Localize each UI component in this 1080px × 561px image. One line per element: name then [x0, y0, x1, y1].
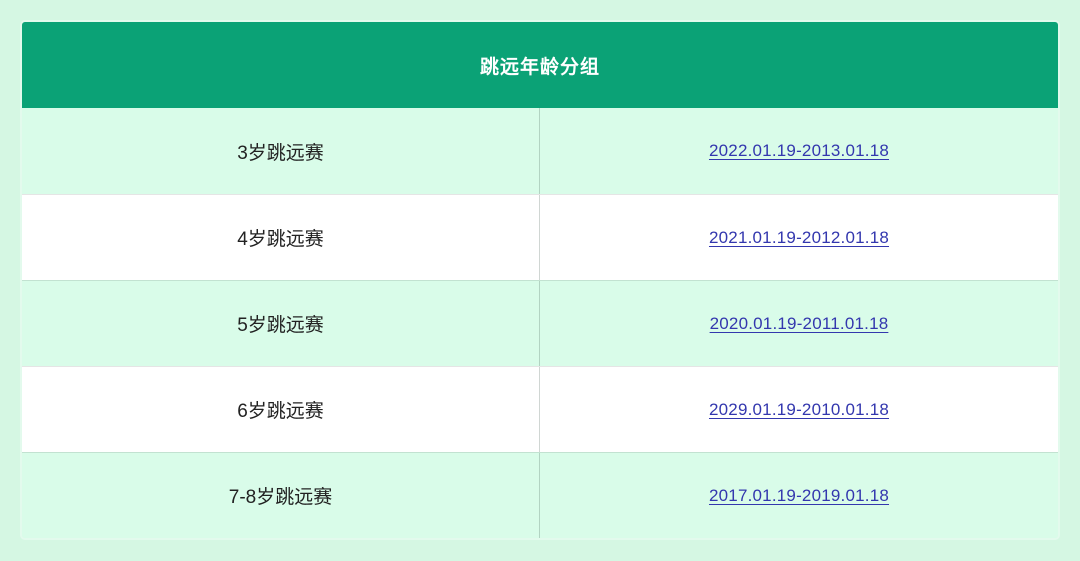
age-group-table: 跳远年龄分组 3岁跳远赛 2022.01.19-2013.01.18 4岁跳远赛…: [22, 22, 1058, 538]
date-range-cell: 2020.01.19-2011.01.18: [540, 281, 1058, 366]
date-range-link[interactable]: 2021.01.19-2012.01.18: [708, 227, 890, 247]
age-group-cell: 6岁跳远赛: [22, 367, 540, 452]
table-row: 4岁跳远赛 2021.01.19-2012.01.18: [22, 194, 1058, 280]
table-row: 6岁跳远赛 2029.01.19-2010.01.18: [22, 366, 1058, 452]
table-body: 3岁跳远赛 2022.01.19-2013.01.18 4岁跳远赛 2021.0…: [22, 108, 1058, 538]
age-group-label: 5岁跳远赛: [237, 315, 324, 336]
table-row: 7-8岁跳远赛 2017.01.19-2019.01.18: [22, 452, 1058, 538]
age-group-cell: 7-8岁跳远赛: [22, 453, 540, 538]
age-group-cell: 3岁跳远赛: [22, 108, 540, 194]
age-group-label: 7-8岁跳远赛: [228, 487, 333, 508]
date-range-link[interactable]: 2017.01.19-2019.01.18: [708, 485, 890, 505]
age-group-label: 4岁跳远赛: [237, 229, 324, 250]
age-group-cell: 4岁跳远赛: [22, 195, 540, 280]
date-range-cell: 2029.01.19-2010.01.18: [540, 367, 1058, 452]
table-header: 跳远年龄分组: [22, 22, 1058, 108]
table-row: 5岁跳远赛 2020.01.19-2011.01.18: [22, 280, 1058, 366]
date-range-cell: 2021.01.19-2012.01.18: [540, 195, 1058, 280]
date-range-cell: 2022.01.19-2013.01.18: [540, 108, 1058, 194]
date-range-link[interactable]: 2020.01.19-2011.01.18: [709, 313, 889, 333]
table-row: 3岁跳远赛 2022.01.19-2013.01.18: [22, 108, 1058, 194]
age-group-label: 6岁跳远赛: [237, 401, 324, 422]
age-group-cell: 5岁跳远赛: [22, 281, 540, 366]
date-range-link[interactable]: 2022.01.19-2013.01.18: [708, 141, 890, 160]
date-range-cell: 2017.01.19-2019.01.18: [540, 453, 1058, 538]
age-group-label: 3岁跳远赛: [237, 142, 324, 164]
date-range-link[interactable]: 2029.01.19-2010.01.18: [708, 399, 890, 419]
table-title: 跳远年龄分组: [479, 56, 600, 78]
